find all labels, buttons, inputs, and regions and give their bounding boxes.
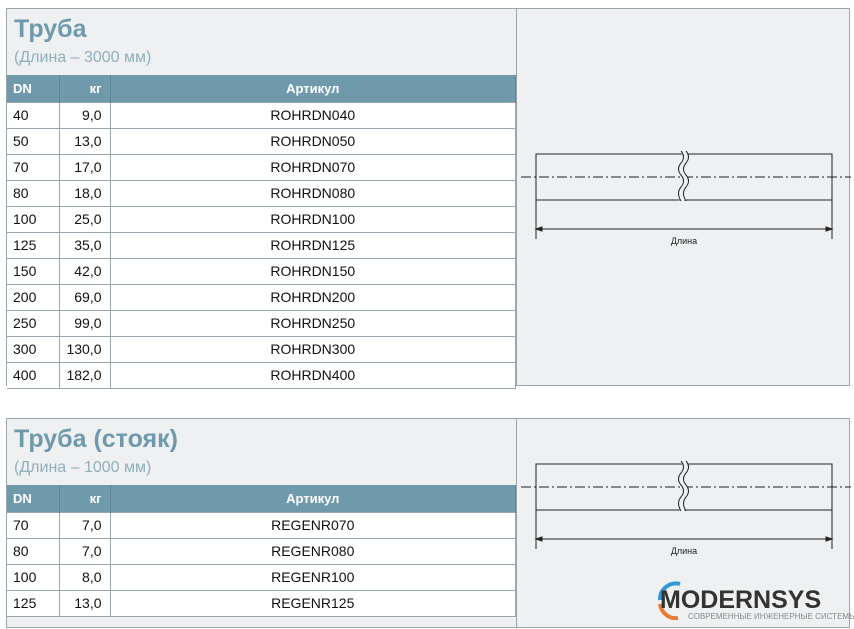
cell: ROHRDN070 [110,153,516,181]
cell: 250 [7,309,60,337]
cell: REGENR080 [110,537,516,565]
section-subtitle: (Длина – 1000 мм) [14,459,152,476]
table-row: 70 7,0 REGENR070 [7,511,516,539]
spec-table: DN кг Артикул 40 9,0 ROHRDN040 50 13,0 ROHRDN050… [7,75,516,389]
section-subtitle: (Длина – 3000 мм) [14,49,152,66]
table-row: 50 13,0 ROHRDN050 [7,127,516,155]
cell: ROHRDN300 [110,335,516,363]
cell: 80 [7,179,60,207]
table-row: 40 9,0 ROHRDN040 [7,101,516,129]
section-title: Труба [14,15,87,43]
table-row: 100 25,0 ROHRDN100 [7,205,516,233]
pipe-drawing: Длина [516,419,851,627]
table-row: 125 35,0 ROHRDN125 [7,231,516,259]
length-label: Длина [671,546,697,556]
table-row: 250 99,0 ROHRDN250 [7,309,516,337]
cell: 13,0 [59,589,111,617]
cell: ROHRDN040 [110,101,516,129]
cell: 182,0 [59,361,111,389]
cell: 7,0 [59,537,111,565]
cell: 400 [7,361,60,389]
cell: ROHRDN125 [110,231,516,259]
cell: 300 [7,335,60,363]
cell: 8,0 [59,563,111,591]
tagline-text: СОВРЕМЕННЫЕ ИНЖЕНЕРНЫЕ СИСТЕМЫ [688,612,854,620]
cell: REGENR100 [110,563,516,591]
pipe-section: Труба (стояк) (Длина – 1000 мм) DN кг Арти… [6,418,851,628]
cell: ROHRDN100 [110,205,516,233]
table-row: 125 13,0 REGENR125 [7,589,516,617]
cell: 150 [7,257,60,285]
cell: 125 [7,231,60,259]
cell: 70 [7,153,60,181]
cell: 9,0 [59,101,111,129]
table-row: 100 8,0 REGENR100 [7,563,516,591]
cell: ROHRDN150 [110,257,516,285]
table-row: 150 42,0 ROHRDN150 [7,257,516,285]
cell: 130,0 [59,335,111,363]
cell: 99,0 [59,309,111,337]
cell: 17,0 [59,153,111,181]
cell: 25,0 [59,205,111,233]
cell: 13,0 [59,127,111,155]
table-row: 70 17,0 ROHRDN070 [7,153,516,181]
column-header: DN [7,75,60,102]
cell: REGENR125 [110,589,516,617]
cell: 7,0 [59,511,111,539]
pipe-section: Труба (Длина – 3000 мм) DN кг Артикул 40 9,0… [6,8,851,389]
pipe-drawing: Длина [516,9,851,385]
cell: ROHRDN200 [110,283,516,311]
brand-text: MODERNSYS [660,586,821,614]
column-header: DN [7,485,60,512]
cell: 80 [7,537,60,565]
cell: 50 [7,127,60,155]
cell: REGENR070 [110,511,516,539]
length-label: Длина [671,236,697,246]
cell: 40 [7,101,60,129]
table-row: 200 69,0 ROHRDN200 [7,283,516,311]
cell: 42,0 [59,257,111,285]
cell: 100 [7,205,60,233]
cell: ROHRDN080 [110,179,516,207]
cell: 125 [7,589,60,617]
section-title: Труба (стояк) [14,425,178,453]
table-row: 80 18,0 ROHRDN080 [7,179,516,207]
column-header: кг [59,485,111,512]
cell: 70 [7,511,60,539]
column-header: Артикул [110,485,516,512]
cell: 69,0 [59,283,111,311]
cell: 35,0 [59,231,111,259]
spec-table: DN кг Артикул 70 7,0 REGENR070 80 7,0 REGENR080 1… [7,485,516,617]
table-row: 400 182,0 ROHRDN400 [7,361,516,389]
cell: 100 [7,563,60,591]
watermark-logo: MODERNSYS СОВРЕМЕННЫЕ ИНЖЕНЕРНЫЕ СИСТЕМЫ [654,578,854,621]
cell: 18,0 [59,179,111,207]
cell: ROHRDN250 [110,309,516,337]
cell: ROHRDN400 [110,361,516,389]
cell: 200 [7,283,60,311]
table-row: 300 130,0 ROHRDN300 [7,335,516,363]
column-header: кг [59,75,111,102]
column-header: Артикул [110,75,516,102]
table-row: 80 7,0 REGENR080 [7,537,516,565]
cell: ROHRDN050 [110,127,516,155]
